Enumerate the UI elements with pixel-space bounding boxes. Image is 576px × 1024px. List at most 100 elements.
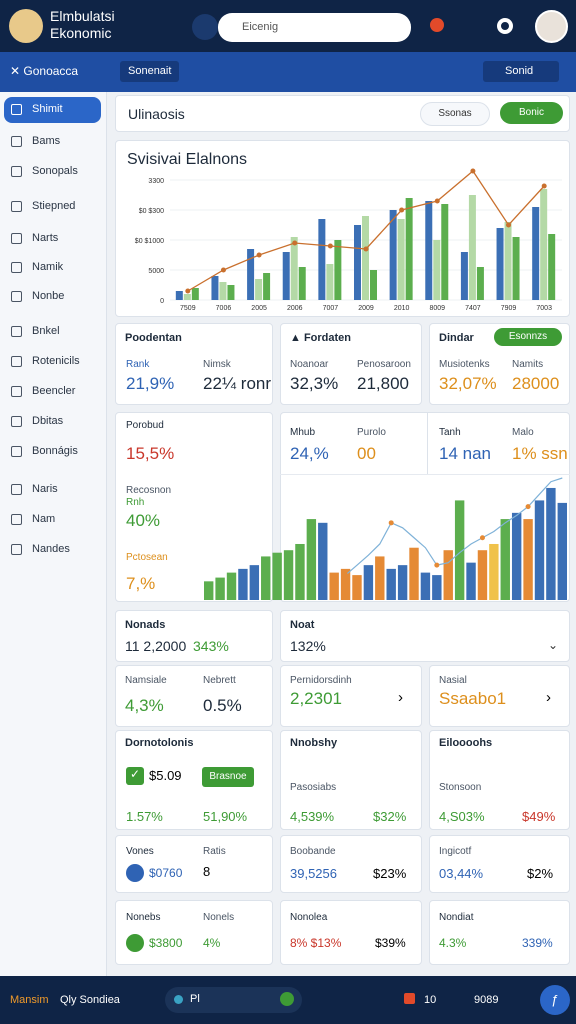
sidebar-icon	[11, 416, 22, 427]
card-button[interactable]: Brasnoe	[202, 767, 254, 787]
search-box[interactable]	[218, 13, 411, 42]
card-label: Tanh	[439, 427, 461, 438]
bar	[512, 237, 520, 300]
sidebar-icon	[11, 291, 22, 302]
user-avatar[interactable]	[535, 10, 568, 43]
sidebar-item[interactable]: Namik	[32, 261, 64, 273]
y-tick-label: 5000	[148, 268, 164, 275]
sidebar-item[interactable]: Nandes	[32, 543, 70, 555]
sidebar-item[interactable]: Bnkel	[32, 325, 60, 337]
card-label: Ratis	[203, 846, 226, 857]
bar	[282, 252, 290, 300]
chevron[interactable]: ⌄	[548, 638, 559, 652]
menu-label[interactable]: ✕ Gonoacca	[10, 64, 79, 78]
kpi-card	[115, 835, 273, 893]
bar	[370, 270, 377, 300]
sidebar-item[interactable]: Narts	[32, 232, 59, 244]
sidebar-item[interactable]: Nonbe	[32, 290, 65, 302]
bar	[523, 519, 533, 600]
trend-point	[479, 535, 485, 541]
kpi-card	[115, 900, 273, 965]
bar	[460, 252, 468, 300]
card-value: Ssaabo1	[439, 689, 507, 708]
x-tick-label: 7407	[465, 305, 481, 312]
bar	[441, 204, 449, 300]
bar	[540, 189, 548, 300]
bar	[183, 294, 191, 300]
panel-button[interactable]: Ssonas	[420, 102, 490, 126]
sidebar-item[interactable]: Beencler	[32, 385, 76, 397]
sidebar-item[interactable]: Dbitas	[32, 415, 64, 427]
sidebar-item[interactable]: Shimit	[32, 103, 63, 115]
card-title-text: Fordaten	[303, 332, 352, 344]
trend-point	[541, 183, 547, 189]
bar	[454, 500, 465, 600]
sidebar-item[interactable]: Nam	[32, 513, 56, 525]
sidebar-item[interactable]: Rotenicils	[32, 355, 80, 367]
kpi-card	[280, 730, 422, 830]
bar	[433, 240, 441, 300]
card-value: 4.3%	[439, 936, 467, 950]
icon	[126, 864, 144, 882]
notification-icon[interactable]	[430, 18, 444, 32]
x-tick-label: 2009	[358, 305, 374, 312]
card-value: 40%	[126, 511, 161, 530]
bar	[175, 291, 183, 300]
toolbar-button[interactable]: Sonenait	[120, 61, 180, 82]
bar	[318, 219, 326, 300]
sidebar-icon	[11, 446, 22, 457]
bar	[211, 276, 219, 300]
card-label: Noanoar	[290, 359, 329, 370]
checkbox[interactable]: ✓	[126, 767, 144, 785]
footer-pill[interactable]	[165, 987, 302, 1013]
settings-icon[interactable]	[497, 18, 513, 34]
bar	[334, 240, 342, 300]
trend-point	[525, 504, 531, 510]
card-value: 39,5256	[290, 866, 337, 881]
dropdown-card[interactable]	[280, 610, 570, 662]
card-value: $5.09	[149, 768, 182, 783]
sidebar-item[interactable]: Stiepned	[32, 200, 76, 212]
bar	[255, 279, 263, 300]
kpi-card	[280, 323, 422, 405]
divider	[427, 412, 428, 474]
kpi-card	[115, 665, 273, 727]
card-label: Recosnon	[126, 485, 172, 496]
bar	[534, 500, 545, 600]
card-value: 4,S03%	[439, 809, 485, 824]
card-label: Mhub	[290, 427, 316, 438]
kpi-card[interactable]	[280, 665, 422, 727]
logo	[9, 9, 43, 43]
card-button[interactable]: Esonnzs	[494, 328, 562, 346]
sidebar-item[interactable]: Sonopals	[32, 165, 78, 177]
bar	[511, 512, 522, 600]
toggle[interactable]	[280, 992, 294, 1006]
bar	[283, 550, 294, 600]
x-tick-label: 8009	[429, 305, 445, 312]
card-value: $39%	[375, 936, 406, 950]
card-value: 51,90%	[203, 809, 248, 824]
sidebar-item[interactable]: Bams	[32, 135, 61, 147]
card-label: Nonolea	[290, 912, 328, 923]
card-title: ▲ Fordaten	[290, 332, 352, 344]
card-value: 4%	[203, 936, 221, 950]
fab[interactable]: ƒ	[540, 985, 570, 1015]
card-title: Nnobshy	[290, 737, 338, 749]
card-label: Nondiat	[439, 912, 474, 923]
kpi-card	[115, 323, 273, 405]
card-value: 2,2301	[290, 689, 342, 708]
toolbar-right-button[interactable]: Sonid	[483, 61, 560, 82]
bell-button[interactable]	[192, 14, 218, 40]
bar	[215, 577, 225, 600]
panel-button[interactable]: Bonic	[500, 102, 563, 124]
card-value: 21,800	[357, 374, 409, 393]
sidebar-item[interactable]: Naris	[32, 483, 58, 495]
search-placeholder: Eicenig	[242, 21, 279, 33]
sidebar-item[interactable]: Bonnágis	[32, 445, 78, 457]
card-label: Namsiale	[125, 675, 167, 686]
card-value: 32,3%	[290, 374, 339, 393]
kpi-card	[280, 900, 422, 965]
kpi-card[interactable]	[429, 665, 570, 727]
bar	[326, 264, 334, 300]
